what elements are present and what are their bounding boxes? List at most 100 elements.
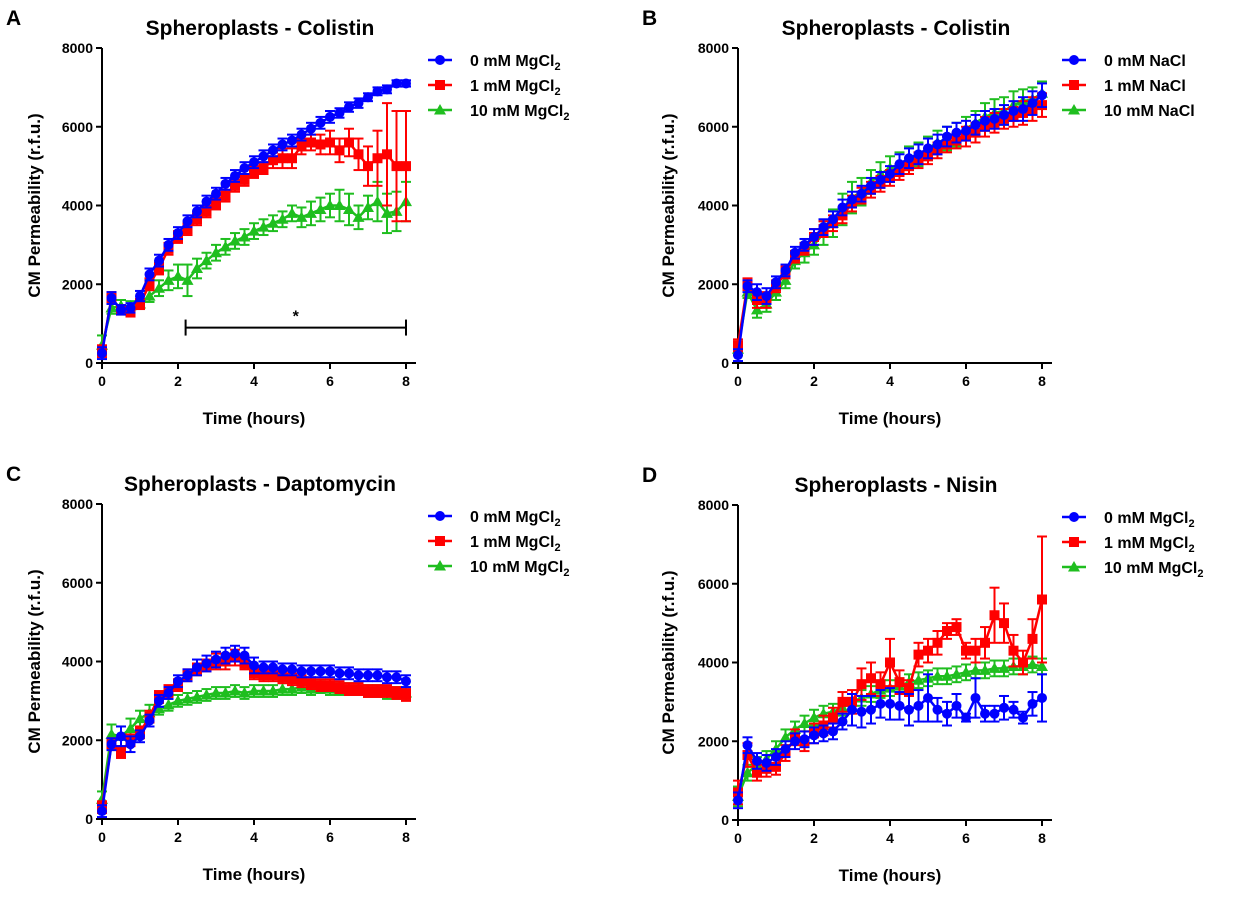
panel-a-data-point <box>154 255 164 266</box>
panel-c-data-point <box>258 670 269 681</box>
panel-c-data-point <box>154 695 164 706</box>
panel-b-data-point <box>980 115 990 126</box>
panel-c-legend-item: 1 mM MgCl2 <box>428 534 561 554</box>
panel-d-data-point <box>779 731 792 742</box>
panel-b-y-tick-label: 4000 <box>698 198 729 214</box>
panel-b-y-tick-label: 0 <box>721 355 729 371</box>
legend-label-text: 10 mM MgCl <box>470 559 563 576</box>
panel-c-data-point <box>201 658 212 669</box>
legend-label-subscript: 2 <box>1188 543 1194 555</box>
panel-d-data-point <box>942 708 952 719</box>
panel-a-y-tick-label: 0 <box>85 355 93 371</box>
panel-a-data-point <box>192 206 202 217</box>
panel-a-data-point <box>191 262 203 273</box>
panel-a-data-point <box>287 153 297 164</box>
panel-c-data-point <box>401 676 411 687</box>
panel-c-data-point <box>116 747 126 758</box>
legend-label-text: 10 mM NaCl <box>1104 103 1195 120</box>
panel-a-legend-label: 1 mM MgCl2 <box>470 78 561 98</box>
panel-d-data-point <box>923 692 933 703</box>
panel-a-data-point <box>344 102 354 113</box>
panel-a-data-point <box>371 195 384 207</box>
panel-a-legend-item: 1 mM MgCl2 <box>428 78 561 98</box>
panel-a-data-point <box>258 151 269 162</box>
legend-label-subscript: 2 <box>563 567 569 579</box>
panel-c-data-point <box>306 666 316 677</box>
panel-a-data-point <box>220 190 231 201</box>
panel-a-data-point <box>353 149 364 160</box>
panel-c-data-point <box>144 715 155 726</box>
panel-a-data-point <box>211 188 221 199</box>
panel-c-legend-label: 1 mM MgCl2 <box>470 534 561 554</box>
panel-a-legend-marker <box>435 80 445 90</box>
panel-c-legend-item: 10 mM MgCl2 <box>428 559 569 579</box>
panel-c-data-point <box>257 685 270 696</box>
panel-a-data-point <box>239 174 250 185</box>
panel-a-data-point <box>144 269 155 280</box>
panel-d-legend-marker <box>1069 512 1079 522</box>
panel-d-y-tick-label: 4000 <box>698 655 729 671</box>
panel-a-letter: A <box>6 7 21 30</box>
panel-c-data-point <box>277 664 288 675</box>
panel-a-data-point <box>238 231 251 242</box>
panel-d-data-point <box>866 673 876 684</box>
panel-a-data-point <box>249 167 259 178</box>
panel-c-data-point <box>268 670 278 681</box>
panel-d-series-0 <box>733 673 1047 810</box>
panel-d-data-point <box>809 730 819 741</box>
panel-d-data-point <box>733 795 743 806</box>
legend-label-text: 0 mM NaCl <box>1104 53 1186 70</box>
panel-b-data-point <box>761 291 772 302</box>
panel-c-data-point <box>353 670 364 681</box>
panel-c-data-point <box>219 687 232 698</box>
panel-a-data-point <box>201 196 212 207</box>
panel-c-data-point <box>306 678 316 689</box>
panel-c-data-point <box>353 684 364 695</box>
panel-d-data-point <box>913 700 924 711</box>
panel-a-data-point <box>295 211 308 222</box>
panel-d-data-point <box>961 645 971 656</box>
panel-c-data-point <box>296 676 307 687</box>
panel-a-data-point <box>334 107 345 118</box>
panel-d-data-point <box>741 766 754 778</box>
panel-a-data-point <box>372 153 383 164</box>
panel-d-data-point <box>989 708 1000 719</box>
legend-label-text: 0 mM MgCl <box>1104 510 1188 527</box>
panel-b-data-point <box>999 109 1009 120</box>
panel-a-significance-star: * <box>293 309 300 326</box>
panel-a-data-point <box>277 153 288 164</box>
panel-d-data-point <box>950 668 963 679</box>
panel-b-data-point <box>942 131 952 142</box>
panel-a-significance-bar: * <box>184 309 407 336</box>
panel-d-data-point <box>904 704 914 715</box>
panel-b-legend-item: 1 mM NaCl <box>1062 78 1186 95</box>
panel-d-data-point <box>961 712 971 723</box>
panel-d-legend-item: 1 mM MgCl2 <box>1062 535 1195 555</box>
panel-d-legend-marker <box>1069 537 1079 547</box>
panel-a-data-point <box>325 137 335 148</box>
panel-c-data-point <box>105 728 118 739</box>
panel-b-data-point <box>818 222 829 233</box>
panel-d-title: Spheroplasts - Nisin <box>794 474 997 497</box>
panel-d-data-point <box>808 711 820 723</box>
panel-d-data-point <box>960 666 972 677</box>
panel-d-data-point <box>1008 645 1019 656</box>
panel-b-data-point <box>904 153 914 164</box>
panel-d-x-tick-label: 8 <box>1038 830 1046 846</box>
panel-b-legend-label: 1 mM NaCl <box>1104 78 1186 95</box>
panel-c-legend-label: 10 mM MgCl2 <box>470 559 569 579</box>
panel-b-legend-marker <box>1069 55 1079 65</box>
panel-a-data-point <box>154 263 164 274</box>
panel-d-data-point <box>980 708 990 719</box>
panel-b-data-point <box>847 194 857 205</box>
panel-d-data-point <box>1018 712 1028 723</box>
panel-c-data-point <box>238 687 251 698</box>
panel-d-data-point <box>798 717 811 729</box>
panel-a-data-point <box>325 111 335 122</box>
panel-c-data-point <box>391 688 402 698</box>
panel-a-data-point <box>182 224 193 235</box>
panel-a-data-point <box>230 170 240 181</box>
panel-b-title: Spheroplasts - Colistin <box>782 17 1011 40</box>
panel-d-legend-marker <box>1068 561 1080 572</box>
panel-c-data-point <box>258 662 269 673</box>
